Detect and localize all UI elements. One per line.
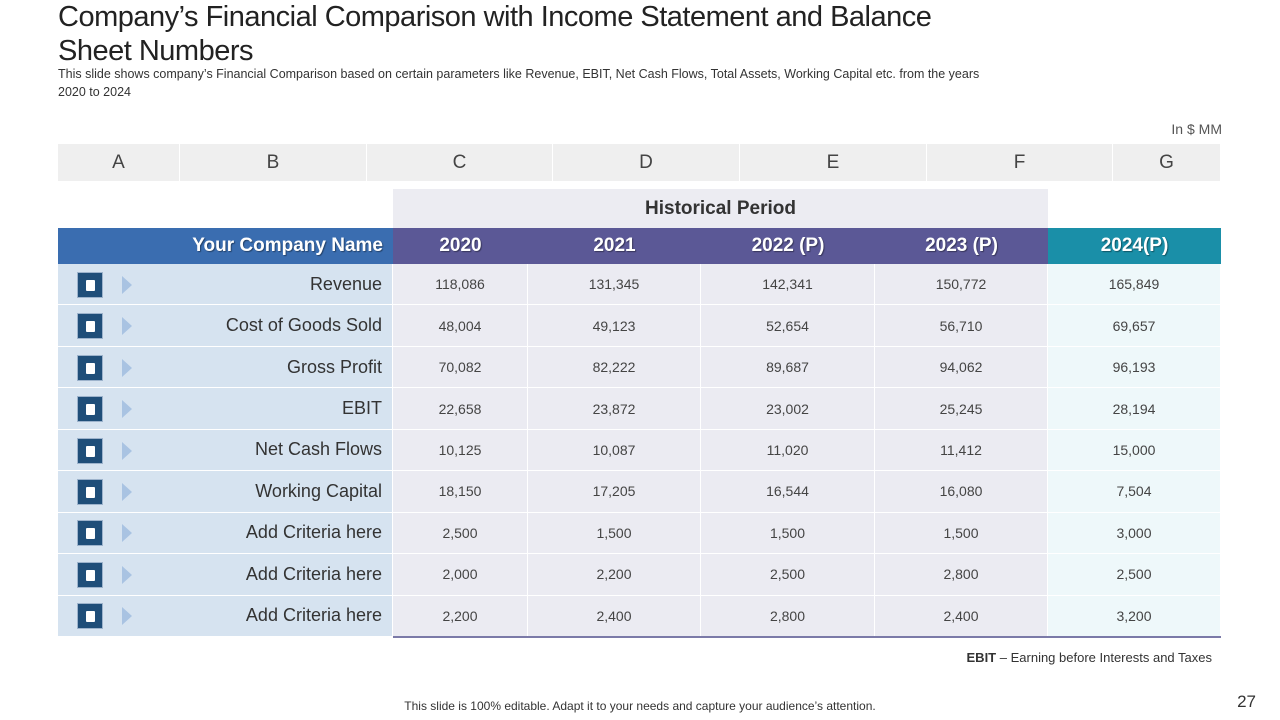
data-cell: 70,082 xyxy=(393,346,528,389)
table-bottom-line xyxy=(393,636,1221,638)
page-number: 27 xyxy=(1237,692,1256,711)
data-cell: 10,087 xyxy=(528,429,701,472)
subtitle: This slide shows company’s Financial Com… xyxy=(58,67,980,99)
data-cell: 150,772 xyxy=(875,264,1048,306)
column-letter: E xyxy=(740,144,927,181)
data-cell: 94,062 xyxy=(875,346,1048,389)
column-letter: D xyxy=(553,144,740,181)
column-letter: A xyxy=(58,144,180,181)
data-cell: 165,849 xyxy=(1048,264,1221,306)
data-cell: 2,500 xyxy=(1048,554,1221,596)
header-cell: 2024(P) xyxy=(1048,228,1221,264)
header-cell: 2020 xyxy=(393,228,528,264)
column-letter: B xyxy=(180,144,367,181)
row-label: Add Criteria here xyxy=(58,595,393,637)
row-icon xyxy=(77,396,103,423)
data-cell: 23,872 xyxy=(528,388,701,430)
row-chevron xyxy=(122,441,132,460)
footnote-definition: – Earning before Interests and Taxes xyxy=(999,650,1212,665)
data-cell: 52,654 xyxy=(701,305,875,347)
data-cell: 48,004 xyxy=(393,305,528,347)
group-header: Historical Period xyxy=(393,189,1048,228)
data-cell: 2,800 xyxy=(875,554,1048,596)
row-label: Cost of Goods Sold xyxy=(58,305,393,347)
footnote-term: EBIT xyxy=(966,650,997,665)
footer: This slide is 100% editable. Adapt it to… xyxy=(404,699,876,713)
row-chevron xyxy=(122,607,132,626)
data-cell: 49,123 xyxy=(528,305,701,347)
data-cell: 96,193 xyxy=(1048,346,1221,389)
data-cell: 16,080 xyxy=(875,471,1048,513)
data-cell: 15,000 xyxy=(1048,429,1221,472)
footnote: EBIT – Earning before Interests and Taxe… xyxy=(967,650,1212,665)
data-cell: 142,341 xyxy=(701,264,875,306)
data-cell: 11,020 xyxy=(701,429,875,472)
data-cell: 56,710 xyxy=(875,305,1048,347)
data-cell: 2,500 xyxy=(701,554,875,596)
row-chevron xyxy=(122,482,132,501)
row-chevron xyxy=(122,358,132,377)
column-letter: G xyxy=(1113,144,1221,181)
header-cell: 2021 xyxy=(528,228,701,264)
data-cell: 89,687 xyxy=(701,346,875,389)
row-icon xyxy=(77,561,103,588)
row-chevron xyxy=(122,565,132,584)
row-icon xyxy=(77,478,103,505)
data-cell: 7,504 xyxy=(1048,471,1221,513)
row-chevron xyxy=(122,524,132,543)
title: Company’s Financial Comparison with Inco… xyxy=(58,1,932,67)
data-cell: 23,002 xyxy=(701,388,875,430)
data-cell: 28,194 xyxy=(1048,388,1221,430)
data-cell: 2,400 xyxy=(875,595,1048,637)
row-icon xyxy=(77,603,103,630)
column-letter: C xyxy=(367,144,553,181)
row-icon xyxy=(77,313,103,340)
row-icon xyxy=(77,520,103,547)
data-cell: 1,500 xyxy=(528,512,701,555)
data-cell: 1,500 xyxy=(875,512,1048,555)
column-letter: F xyxy=(927,144,1113,181)
row-label: Revenue xyxy=(58,264,393,306)
row-label: EBIT xyxy=(58,388,393,430)
row-label: Net Cash Flows xyxy=(58,429,393,472)
data-cell: 2,500 xyxy=(393,512,528,555)
row-chevron xyxy=(122,275,132,294)
header-cell: 2022 (P) xyxy=(701,228,875,264)
data-cell: 2,800 xyxy=(701,595,875,637)
data-cell: 131,345 xyxy=(528,264,701,306)
unit-label: In $ MM xyxy=(1171,121,1222,137)
data-cell: 2,200 xyxy=(528,554,701,596)
row-chevron xyxy=(122,317,132,336)
data-cell: 118,086 xyxy=(393,264,528,306)
row-label: Add Criteria here xyxy=(58,554,393,596)
data-cell: 2,000 xyxy=(393,554,528,596)
data-cell: 17,205 xyxy=(528,471,701,513)
row-icon xyxy=(77,437,103,464)
data-cell: 18,150 xyxy=(393,471,528,513)
data-cell: 22,658 xyxy=(393,388,528,430)
row-label: Working Capital xyxy=(58,471,393,513)
data-cell: 10,125 xyxy=(393,429,528,472)
data-cell: 69,657 xyxy=(1048,305,1221,347)
data-cell: 1,500 xyxy=(701,512,875,555)
data-cell: 3,200 xyxy=(1048,595,1221,637)
row-label: Gross Profit xyxy=(58,346,393,389)
data-cell: 82,222 xyxy=(528,346,701,389)
header-cell: 2023 (P) xyxy=(875,228,1048,264)
row-chevron xyxy=(122,400,132,419)
data-cell: 2,200 xyxy=(393,595,528,637)
data-cell: 2,400 xyxy=(528,595,701,637)
data-cell: 25,245 xyxy=(875,388,1048,430)
data-cell: 3,000 xyxy=(1048,512,1221,555)
row-icon xyxy=(77,354,103,381)
header-cell: Your Company Name xyxy=(58,228,393,264)
row-icon xyxy=(77,271,103,298)
row-label: Add Criteria here xyxy=(58,512,393,555)
data-cell: 11,412 xyxy=(875,429,1048,472)
data-cell: 16,544 xyxy=(701,471,875,513)
